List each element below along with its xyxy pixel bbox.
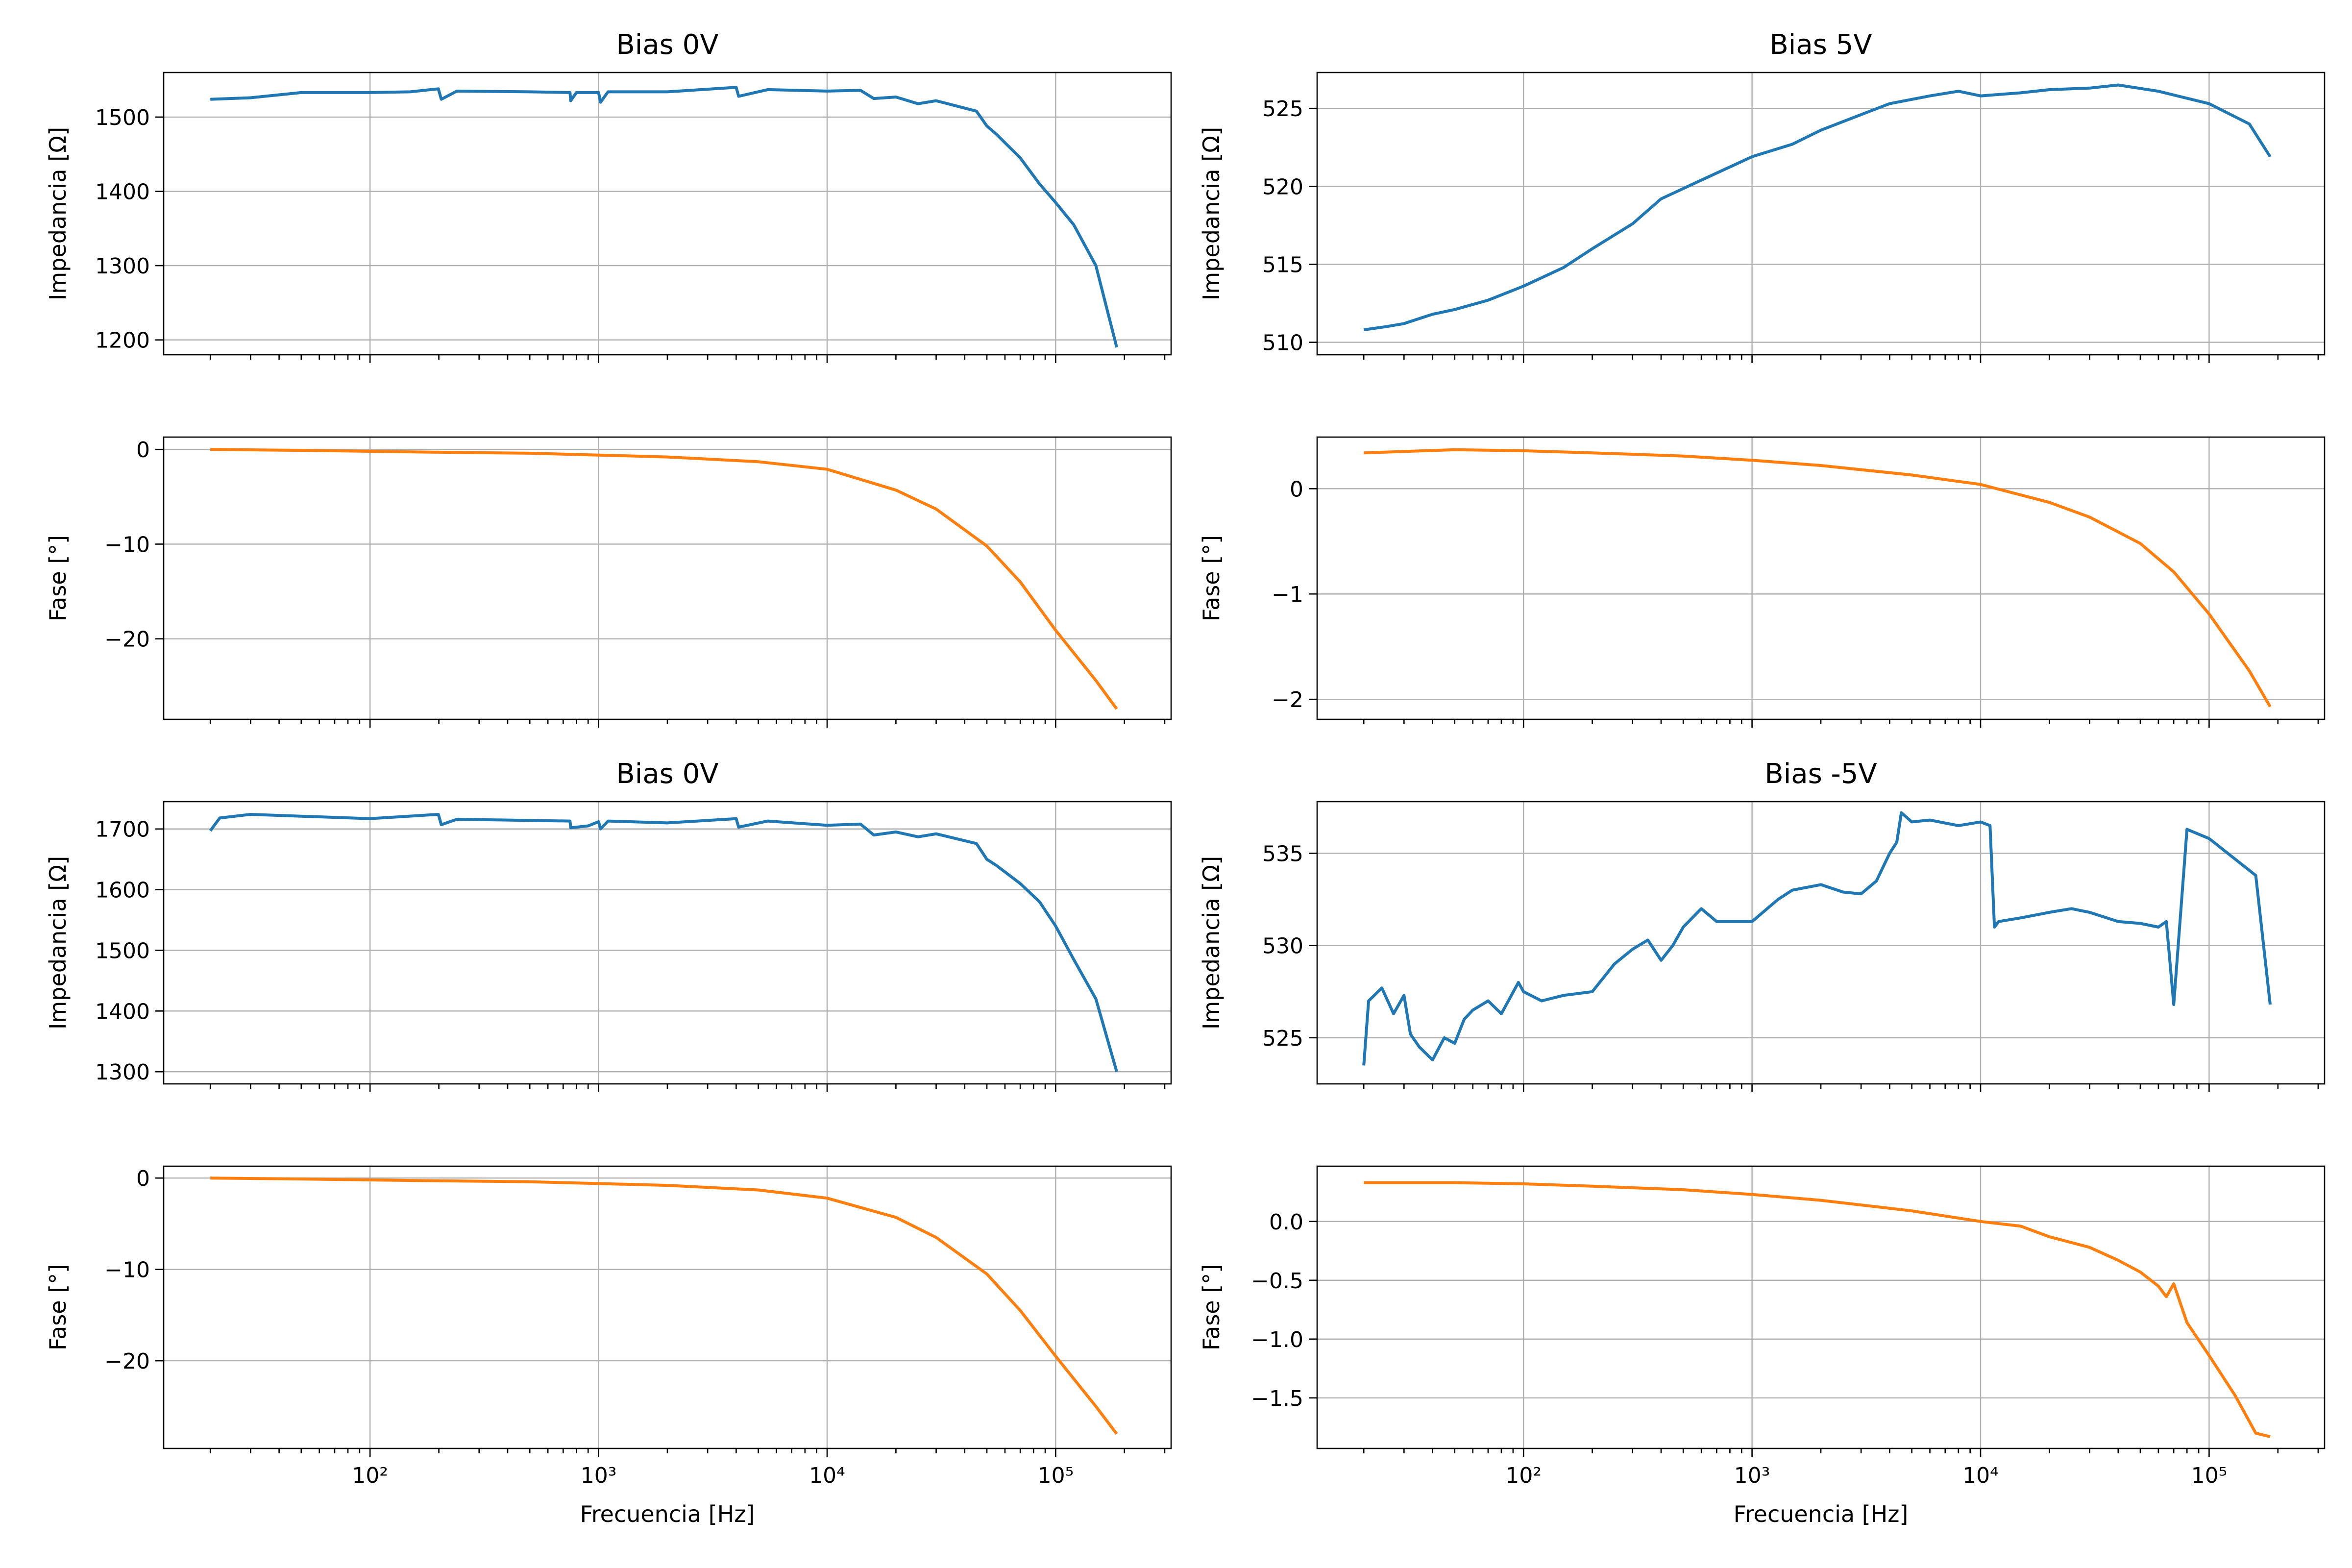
axes-frame (163, 1165, 1172, 1449)
y-tick-label: 525 (1262, 1026, 1303, 1051)
y-axis-label: Fase [°] (1198, 535, 1225, 621)
y-tick-label: 0 (136, 1166, 150, 1191)
subplot-2: 0 −10 −20 Fase [°] (45, 436, 1172, 728)
impedance-line (1362, 811, 2272, 1066)
axes-frame (1316, 801, 2326, 1085)
phase-line (1364, 448, 2272, 708)
axes-frame (1316, 1165, 2326, 1449)
subplot-5: 1300 1400 1500 1600 1700 Bias 0V Impedancia [Ω… (45, 758, 1172, 1092)
axes-frame (1316, 436, 2326, 720)
y-tick-label: −1.5 (1251, 1386, 1303, 1411)
y-tick-label: 1500 (95, 938, 150, 963)
y-tick-label: −1 (1272, 582, 1303, 607)
x-tick-label: 10³ (581, 1463, 617, 1488)
y-tick-label: −1.0 (1251, 1327, 1303, 1352)
impedance-line (1363, 83, 2272, 332)
subplot-6: 10² 10³ 10⁴ 10⁵ 0 −10 −20 Fase [°] Frecuencia [H… (45, 1165, 1172, 1527)
y-axis-label: Fase [°] (45, 535, 71, 621)
phase-line (1364, 1181, 2271, 1438)
y-tick-label: 535 (1262, 841, 1303, 866)
y-tick-label: −20 (104, 1349, 150, 1374)
y-tick-label: 0.0 (1269, 1210, 1303, 1235)
phase-line (210, 448, 1118, 710)
y-tick-label: 1700 (95, 817, 150, 842)
axes-frame (163, 436, 1172, 720)
subplot-4: 0 −1 −2 Fase [°] (1198, 436, 2326, 728)
x-tick-label: 10³ (1734, 1463, 1770, 1488)
y-tick-label: 1500 (95, 105, 150, 130)
y-tick-label: 1300 (95, 1060, 150, 1085)
y-tick-label: −20 (104, 627, 150, 652)
y-tick-label: 1600 (95, 878, 150, 903)
axes-frame (163, 72, 1172, 356)
impedance-line (209, 813, 1118, 1073)
x-tick-label: 10⁵ (1038, 1463, 1074, 1488)
axes-frame (1316, 72, 2326, 356)
subplot-title: Bias 0V (616, 29, 718, 61)
y-tick-label: −0.5 (1251, 1269, 1303, 1294)
y-axis-label: Impedancia [Ω] (1198, 856, 1225, 1029)
x-tick-label: 10⁴ (1962, 1463, 1999, 1488)
subplot-title: Bias -5V (1764, 758, 1877, 790)
y-tick-label: 1200 (95, 328, 150, 353)
subplot-title: Bias 0V (616, 758, 718, 790)
y-tick-label: 1400 (95, 180, 150, 205)
y-tick-label: 510 (1262, 331, 1303, 356)
phase-line (210, 1176, 1118, 1435)
y-axis-label: Impedancia [Ω] (45, 856, 71, 1029)
y-tick-label: 525 (1262, 97, 1303, 122)
y-axis-label: Impedancia [Ω] (45, 127, 71, 300)
x-tick-label: 10² (352, 1463, 388, 1488)
y-tick-label: 520 (1262, 174, 1303, 199)
subplot-7: 525 530 535 Bias -5V Impedancia [Ω] (1198, 758, 2326, 1092)
impedance-line (210, 86, 1118, 348)
y-axis-label: Fase [°] (1198, 1264, 1225, 1350)
y-tick-label: −2 (1272, 687, 1303, 712)
y-tick-label: −10 (104, 532, 150, 557)
subplot-8: 10² 10³ 10⁴ 10⁵ 0.0 −0.5 −1.0 −1.5 Fase [°] Frecu… (1198, 1165, 2326, 1527)
y-tick-label: −10 (104, 1258, 150, 1283)
y-tick-label: 0 (136, 438, 150, 463)
x-axis-label: Frecuencia [Hz] (1734, 1501, 1909, 1527)
y-tick-label: 515 (1262, 252, 1303, 277)
y-tick-label: 0 (1290, 477, 1303, 502)
axes-frame (163, 801, 1172, 1085)
y-tick-label: 530 (1262, 934, 1303, 959)
y-tick-label: 1300 (95, 254, 150, 279)
y-tick-label: 1400 (95, 999, 150, 1024)
y-axis-label: Impedancia [Ω] (1198, 127, 1225, 300)
x-tick-label: 10⁴ (809, 1463, 845, 1488)
x-tick-label: 10⁵ (2191, 1463, 2228, 1488)
subplot-1: 1200 1300 1400 1500 Bias 0V Impedancia [Ω] (45, 29, 1172, 363)
subplot-3: 510 515 520 525 Bias 5V Impedancia [Ω] (1198, 29, 2326, 363)
x-tick-label: 10² (1505, 1463, 1542, 1488)
x-axis-label: Frecuencia [Hz] (580, 1501, 755, 1527)
subplot-title: Bias 5V (1769, 29, 1872, 61)
y-axis-label: Fase [°] (45, 1264, 71, 1350)
